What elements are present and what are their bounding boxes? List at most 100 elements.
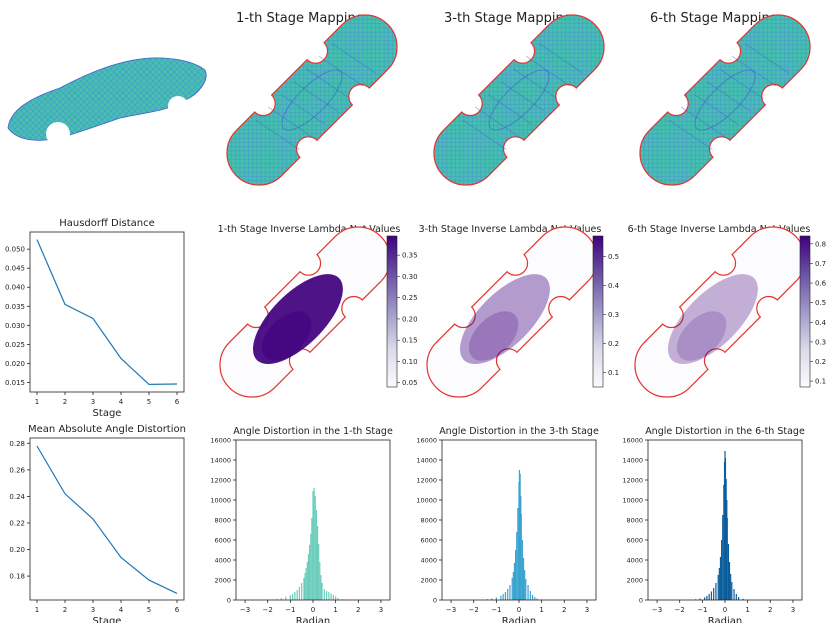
chart-title: Angle Distortion in the 6-th Stage — [645, 426, 805, 437]
hist-bar — [495, 597, 497, 600]
hist-bar — [531, 595, 534, 600]
hist-bar — [319, 562, 321, 600]
colorbar-tick-label: 0.8 — [815, 240, 826, 248]
hist-bar — [518, 470, 521, 600]
hist-bar — [318, 544, 320, 600]
hist-bar — [717, 575, 719, 600]
mesh-line — [293, 81, 338, 112]
y-tick-label: 8000 — [214, 517, 231, 525]
colorbar-tick-label: 0.4 — [815, 319, 827, 327]
y-tick-label: 0.030 — [5, 322, 25, 330]
hist-bar — [529, 591, 531, 600]
x-axis-label: Radian — [296, 616, 330, 623]
hist-bar — [507, 589, 509, 600]
x-axis-label: Radian — [708, 616, 742, 623]
y-tick-label: 0.020 — [5, 360, 25, 368]
mesh-line — [525, 55, 571, 87]
hist-bar — [536, 598, 538, 600]
row1-title-6: 6-th Stage Mapping — [650, 11, 778, 26]
chart-angle-mean: Mean Absolute Angle Distortion 1 2 3 4 5 6 0.18… — [9, 424, 186, 623]
y-tick-label: 4000 — [214, 557, 231, 565]
mesh-line — [487, 94, 532, 125]
chart-lambda-6: 6-th Stage Inverse Lambda Net Values 0.1 0… — [628, 224, 827, 398]
hist-bar — [301, 583, 303, 600]
colorbar-tick-label: 0.3 — [608, 311, 619, 319]
hist-bar — [722, 515, 724, 600]
hist-bar — [307, 554, 310, 600]
mesh-line — [731, 55, 777, 87]
colorbar-tick-label: 0.10 — [402, 358, 418, 366]
y-tick-label: 10000 — [622, 497, 643, 505]
lambda-domain — [426, 226, 598, 398]
x-axis-label: Stage — [93, 408, 122, 419]
hist-bar — [715, 583, 717, 600]
x-tick-label: 2 — [768, 606, 772, 614]
hist-bar — [311, 518, 313, 600]
hist-bar — [304, 573, 306, 600]
hist-bar — [315, 510, 317, 600]
hist-bar — [330, 593, 332, 600]
x-tick-label: 2 — [356, 606, 360, 614]
hist-bar — [723, 485, 725, 600]
y-tick-label: 14000 — [416, 457, 437, 465]
hist-bar — [509, 585, 511, 600]
x-tick-label: 2 — [562, 606, 566, 614]
mesh-line — [331, 43, 376, 74]
axes-frame — [29, 437, 185, 601]
x-tick-label: −2 — [675, 606, 685, 614]
x-tick-label: 2 — [63, 398, 67, 406]
hist-bar — [731, 582, 733, 600]
x-tick-label: 3 — [791, 606, 795, 614]
hist-bar — [735, 594, 737, 600]
hist-bar — [699, 598, 701, 600]
hist-bar — [491, 598, 493, 600]
hist-bar — [313, 488, 315, 600]
y-tick-label: 0.015 — [5, 379, 25, 387]
axes-frame — [29, 231, 185, 393]
hist-bar — [309, 545, 311, 600]
y-tick-label: 0 — [433, 597, 437, 605]
chart-hausdorff: Hausdorff Distance 1 2 3 4 5 6 0.015 0.020 0.025 0… — [5, 218, 185, 419]
hist-bar — [341, 599, 344, 600]
colorbar — [799, 235, 811, 388]
y-tick-label: 0.040 — [5, 284, 25, 292]
chart-title: 1-th Stage Inverse Lambda Net Values — [218, 224, 401, 235]
hist-bar — [303, 578, 305, 600]
hist-bar — [710, 591, 713, 600]
x-tick-label: −3 — [446, 606, 456, 614]
hist-bar — [519, 474, 521, 600]
domain-outline — [634, 226, 806, 398]
x-tick-label: 0 — [517, 606, 521, 614]
x-tick-label: 6 — [175, 398, 180, 406]
x-tick-label: 1 — [333, 606, 337, 614]
hist-bar — [312, 491, 314, 600]
series-line — [36, 445, 178, 594]
hist-bar — [292, 594, 294, 600]
hist-bar — [706, 596, 708, 600]
chart-hist-1: Angle Distortion in the 1-th Stage −3 −2 −1… — [210, 426, 393, 623]
lambda-domain — [634, 226, 806, 398]
hist-bar — [713, 588, 715, 600]
x-tick-label: 1 — [35, 398, 39, 406]
hist-bar — [725, 479, 727, 600]
x-tick-label: 6 — [175, 606, 180, 614]
hist-bar — [512, 572, 514, 600]
chart-title: 6-th Stage Inverse Lambda Net Values — [628, 224, 811, 235]
car-model-image — [7, 57, 207, 146]
mesh-line — [462, 119, 507, 150]
hist-bar — [742, 598, 744, 600]
mesh-line — [500, 81, 545, 112]
mesh-line — [668, 119, 713, 150]
series-line — [36, 239, 178, 386]
colorbar-tick-label: 0.2 — [815, 358, 826, 366]
chart-lambda-1: 1-th Stage Inverse Lambda Net Values 0.05… — [218, 224, 418, 398]
colorbar-tick-label: 0.20 — [402, 315, 418, 323]
hist-bar — [502, 594, 504, 600]
y-tick-label: 12000 — [622, 477, 643, 485]
x-tick-label: 5 — [147, 606, 151, 614]
hist-bar — [534, 597, 536, 600]
x-axis-label: Radian — [502, 616, 536, 623]
hist-bar — [708, 594, 710, 600]
mesh-feature — [694, 69, 756, 131]
